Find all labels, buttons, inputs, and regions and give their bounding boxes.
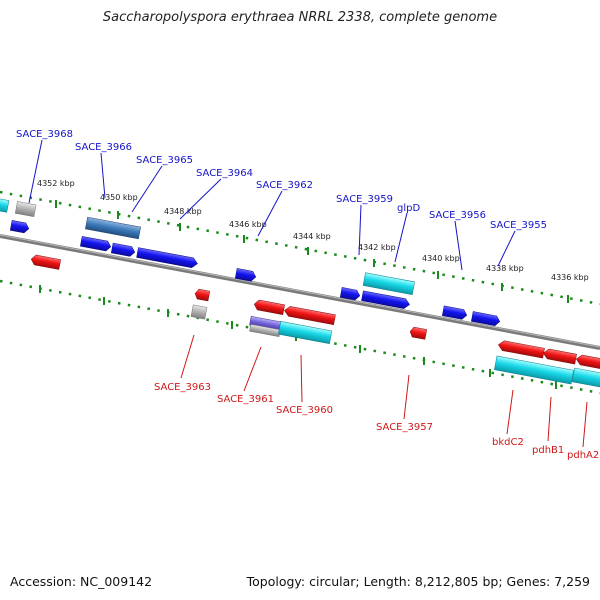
gene-pseudo[interactable] xyxy=(190,304,208,320)
genome-backbone xyxy=(0,234,600,350)
gene-label-pdhA2[interactable]: pdhA2 xyxy=(567,450,599,461)
gene-forward[interactable] xyxy=(136,247,199,269)
gene-label-bkdC2[interactable]: bkdC2 xyxy=(492,437,524,448)
gene-forward[interactable] xyxy=(110,242,136,257)
gene-label-SACE_3968[interactable]: SACE_3968 xyxy=(16,129,73,140)
gene-forward[interactable] xyxy=(339,287,361,301)
gene-label-SACE_3960[interactable]: SACE_3960 xyxy=(276,405,333,416)
gene-label-SACE_3962[interactable]: SACE_3962 xyxy=(256,180,313,191)
gene-reverse[interactable] xyxy=(575,354,600,371)
gene-rna[interactable] xyxy=(494,355,574,385)
gene-reverse[interactable] xyxy=(409,326,428,340)
kbp-label: 4342 kbp xyxy=(358,243,396,252)
lower-scale-dots xyxy=(0,279,600,395)
map-title: Saccharopolyspora erythraea NRRL 2338, c… xyxy=(102,10,498,25)
kbp-label: 4338 kbp xyxy=(486,264,524,273)
gene-pseudo[interactable] xyxy=(249,324,281,337)
upper-scale-dots xyxy=(0,190,600,306)
gene-forward[interactable] xyxy=(9,220,30,234)
gene-label-pdhB1[interactable]: pdhB1 xyxy=(532,445,564,456)
gene-reverse[interactable] xyxy=(194,288,211,302)
gene-forward[interactable] xyxy=(361,290,410,310)
gene-rna[interactable] xyxy=(0,198,10,213)
gene-rna[interactable] xyxy=(571,367,600,389)
reverse-leader-lines xyxy=(180,334,588,448)
gene-label-SACE_3964[interactable]: SACE_3964 xyxy=(196,168,253,179)
gene-label-SACE_3961[interactable]: SACE_3961 xyxy=(217,394,274,405)
gene-reverse[interactable] xyxy=(253,299,285,315)
gene-label-SACE_3957[interactable]: SACE_3957 xyxy=(376,422,433,433)
kbp-label: 4348 kbp xyxy=(164,207,202,216)
kbp-label: 4352 kbp xyxy=(37,179,75,188)
gene-label-SACE_3959[interactable]: SACE_3959 xyxy=(336,194,393,205)
gene-label-SACE_3955[interactable]: SACE_3955 xyxy=(490,220,547,231)
accession-text: Accession: NC_009142 xyxy=(10,574,153,589)
gene-forward[interactable] xyxy=(234,268,257,282)
gene-reverse[interactable] xyxy=(542,348,577,365)
gene-rna[interactable] xyxy=(278,321,333,344)
kbp-label: 4344 kbp xyxy=(293,232,331,241)
upper-major-ticks xyxy=(55,200,569,303)
gene-label-glpD[interactable]: glpD xyxy=(397,203,420,214)
kbp-label: 4350 kbp xyxy=(100,193,138,202)
kbp-label: 4346 kbp xyxy=(229,220,267,229)
gene-forward[interactable] xyxy=(80,236,112,252)
gene-rna[interactable] xyxy=(362,272,415,295)
topology-text: Topology: circular; Length: 8,212,805 bp… xyxy=(246,574,590,589)
gene-forward[interactable] xyxy=(441,305,468,320)
gene-label-SACE_3956[interactable]: SACE_3956 xyxy=(429,210,486,221)
kbp-label: 4336 kbp xyxy=(551,273,589,282)
gene-label-SACE_3966[interactable]: SACE_3966 xyxy=(75,142,132,153)
gene-reverse[interactable] xyxy=(497,340,545,359)
gene-label-SACE_3965[interactable]: SACE_3965 xyxy=(136,155,193,166)
genome-backbone-highlight xyxy=(0,234,600,348)
gene-rna-steel[interactable] xyxy=(85,216,141,240)
gene-reverse[interactable] xyxy=(284,305,336,325)
forward-leader-lines xyxy=(28,139,516,271)
gene-forward[interactable] xyxy=(471,311,501,327)
gene-label-SACE_3963[interactable]: SACE_3963 xyxy=(154,382,211,393)
gene-pseudo[interactable] xyxy=(14,201,37,218)
kbp-label: 4340 kbp xyxy=(422,254,460,263)
gene-reverse[interactable] xyxy=(30,254,61,270)
